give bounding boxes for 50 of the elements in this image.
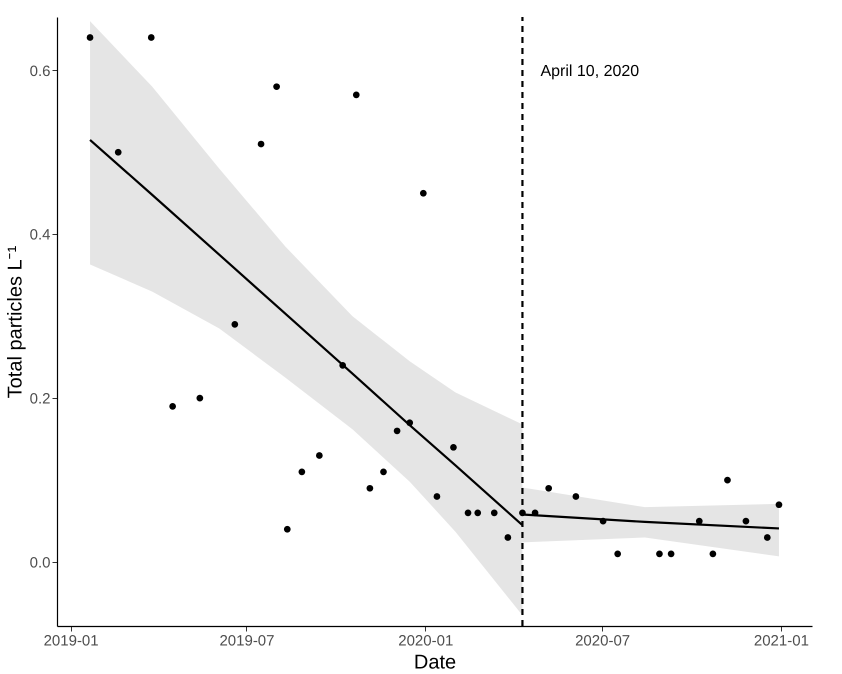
point	[776, 501, 782, 508]
point	[764, 534, 771, 541]
point	[600, 518, 606, 524]
point	[724, 476, 731, 484]
point	[114, 148, 122, 156]
point	[316, 452, 323, 459]
point	[380, 468, 387, 476]
x-tick-label: 2019-07	[219, 632, 275, 650]
y-tick-label: 0.6	[30, 62, 50, 80]
point	[196, 394, 204, 402]
point	[504, 534, 512, 541]
point	[258, 140, 264, 148]
point	[710, 550, 716, 558]
point	[394, 428, 400, 434]
point	[273, 83, 280, 90]
point	[464, 510, 472, 516]
y-tick-label: 0.0	[30, 554, 50, 572]
x-tick-label: 2019-01	[44, 632, 99, 650]
point	[352, 92, 360, 98]
x-tick-label: 2020-07	[575, 632, 630, 650]
point	[406, 419, 414, 426]
y-tick-label: 0.4	[30, 226, 50, 244]
point	[572, 493, 580, 500]
point	[474, 510, 482, 516]
y-tick-label: 0.2	[30, 390, 50, 408]
ref-line-label: April 10, 2020	[540, 63, 640, 80]
x-tick-label: 2021-01	[754, 632, 809, 650]
point	[148, 34, 155, 41]
point	[434, 493, 440, 500]
point	[284, 526, 291, 533]
point	[490, 510, 498, 516]
point	[545, 484, 552, 492]
point	[668, 550, 674, 558]
point	[231, 321, 238, 328]
point	[169, 402, 176, 410]
point	[656, 550, 663, 558]
x-axis-title: Date	[414, 652, 456, 674]
point	[519, 510, 526, 516]
point	[614, 550, 622, 558]
point	[86, 34, 94, 41]
point	[450, 444, 457, 451]
y-axis-title: Total particles L⁻¹	[4, 245, 27, 398]
point	[696, 518, 703, 524]
point	[366, 484, 374, 492]
point	[339, 362, 346, 369]
point	[742, 518, 750, 524]
x-tick-label: 2020-01	[398, 632, 454, 650]
point	[298, 468, 306, 476]
point	[532, 510, 538, 516]
point	[420, 190, 427, 197]
